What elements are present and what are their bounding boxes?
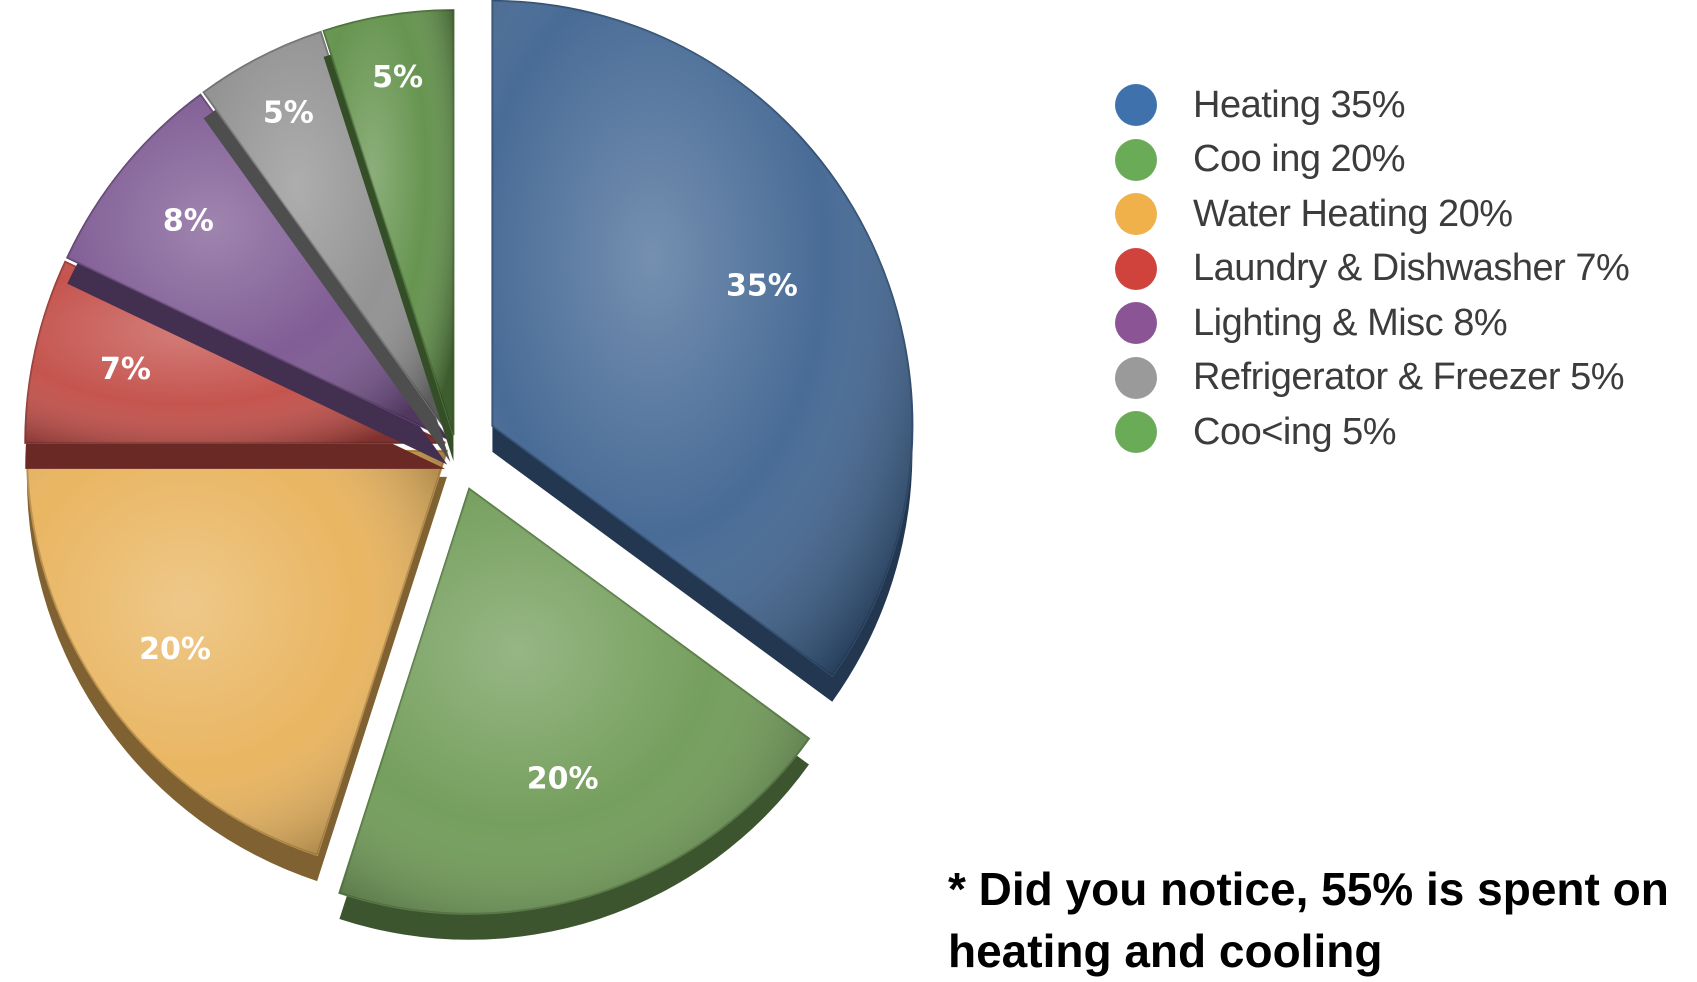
pie-slice-shading-heating (492, 0, 913, 676)
legend-item-refrigerator-freezer: Refrigerator & Freezer 5% (1115, 351, 1629, 406)
legend-swatch-laundry-dishwasher (1115, 247, 1157, 290)
pie-slice-label-cooking: 5% (372, 60, 423, 95)
legend-label-cooking: Coo<ing 5% (1193, 410, 1397, 453)
pie-slice-shading-water-heating (26, 450, 447, 856)
pie-chart: 35% 20% 20% 7% 8% 5% 5% (24, 0, 914, 940)
pie-slice-label-refrigerator-freezer: 5% (263, 96, 314, 131)
pie-slice-label-water-heating: 20% (139, 632, 211, 667)
legend-item-water-heating: Water Heating 20% (1115, 187, 1629, 242)
pie-slice-shading-refrigerator-freezer (203, 31, 451, 437)
legend-swatch-heating (1115, 84, 1157, 127)
footnote: * Did you notice, 55% is spent on heatin… (948, 863, 1669, 977)
pie-slice-shading-cooking (323, 10, 454, 436)
legend-item-cooking: Coo<ing 5% (1115, 405, 1629, 460)
pie-slice-label-lighting-misc: 8% (163, 203, 214, 238)
pie-slice-labels: 35% 20% 20% 7% 8% 5% 5% (100, 60, 798, 796)
legend: Heating 35% Coo ing 20% Water Heating 20… (1115, 78, 1630, 460)
legend-item-cooling: Coo ing 20% (1115, 133, 1629, 188)
pie-slice-label-cooling: 20% (527, 761, 599, 796)
legend-label-cooling: Coo ing 20% (1193, 138, 1406, 181)
legend-item-lighting-misc: Lighting & Misc 8% (1115, 296, 1629, 351)
pie-slice-label-laundry-dishwasher: 7% (100, 352, 151, 387)
legend-label-laundry-dishwasher: Laundry & Dishwasher 7% (1193, 247, 1630, 290)
legend-swatch-refrigerator-freezer (1115, 356, 1157, 399)
legend-item-laundry-dishwasher: Laundry & Dishwasher 7% (1115, 242, 1630, 297)
legend-item-heating: Heating 35% (1115, 78, 1629, 133)
legend-swatch-lighting-misc (1115, 302, 1157, 345)
pie-slice-label-heating: 35% (726, 269, 798, 304)
pie-slice-shading-lighting-misc (67, 94, 448, 439)
legend-label-water-heating: Water Heating 20% (1193, 192, 1513, 235)
legend-swatch-water-heating (1115, 193, 1157, 236)
pie-slice-shading-cooling (339, 488, 810, 914)
legend-label-lighting-misc: Lighting & Misc 8% (1193, 301, 1508, 344)
legend-label-refrigerator-freezer: Refrigerator & Freezer 5% (1193, 356, 1625, 399)
legend-swatch-cooling (1115, 138, 1157, 181)
legend-label-heating: Heating 35% (1193, 83, 1406, 126)
pie-slices (24, 0, 914, 940)
legend-swatch-cooking (1115, 411, 1157, 454)
